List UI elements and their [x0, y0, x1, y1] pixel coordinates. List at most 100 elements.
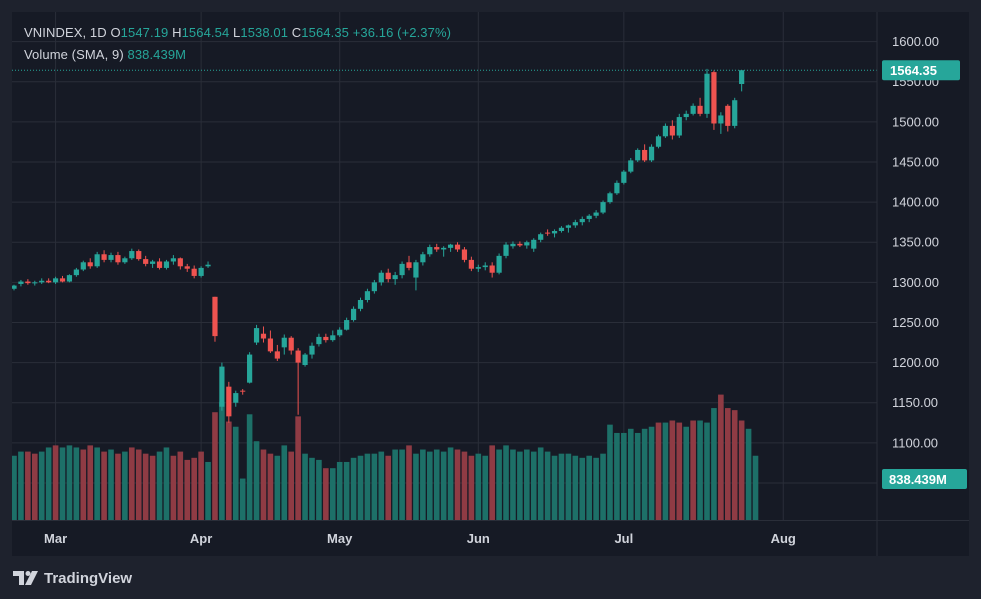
candle-body	[434, 247, 440, 250]
volume-bar	[25, 451, 31, 520]
candle-body	[73, 269, 79, 276]
volume-bar	[544, 451, 551, 520]
volume-bar	[440, 451, 447, 520]
volume-bar	[468, 455, 475, 520]
candle-body	[739, 70, 745, 85]
candle-body	[392, 275, 398, 280]
volume-bar	[627, 428, 634, 520]
volume-bar	[731, 410, 738, 520]
open-value: 1547.19	[120, 25, 169, 40]
volume-bar	[212, 412, 218, 520]
volume-bar	[634, 432, 641, 520]
candle-body	[545, 232, 551, 234]
volume-bar	[219, 401, 225, 520]
candle-body	[52, 278, 59, 283]
candle-body	[697, 105, 703, 114]
volume-bar	[156, 451, 163, 520]
candle-body	[323, 336, 329, 341]
volume-bar	[724, 408, 731, 520]
y-tick-label: 1200.00	[892, 355, 939, 370]
volume-bar	[336, 461, 343, 520]
candle-body	[233, 393, 239, 403]
volume-bar	[482, 455, 489, 520]
volume-bar	[496, 449, 502, 520]
candle-body	[468, 259, 474, 269]
volume-bar	[669, 420, 676, 520]
candle-body	[350, 308, 357, 321]
candle-body	[371, 282, 377, 292]
candle-body	[136, 251, 142, 260]
candle-body	[538, 234, 544, 240]
candle-body	[66, 275, 73, 282]
candle-body	[101, 254, 107, 260]
candle-body	[281, 337, 287, 348]
volume-bar	[350, 457, 357, 520]
volume-bar	[718, 394, 724, 520]
volume-bar	[267, 453, 274, 520]
volume-bar	[475, 453, 482, 520]
candle-body	[676, 117, 682, 136]
candle-body	[295, 350, 301, 363]
candle-body	[531, 239, 537, 249]
close-value: 1564.35	[301, 25, 349, 40]
candle-body	[406, 262, 412, 268]
volume-bar	[59, 447, 66, 520]
candle-body	[337, 329, 343, 336]
candle-body	[475, 267, 481, 269]
candle-body	[489, 265, 495, 273]
chart-panel[interactable]: 1600.00 1550.00 1500.00 1450.00 1400.00 1350.…	[12, 12, 969, 556]
volume-bar	[274, 455, 281, 520]
y-tick-label: 1400.00	[892, 195, 939, 210]
volume-bar	[135, 449, 142, 520]
candle-body	[212, 296, 218, 337]
candle-body	[593, 212, 599, 216]
close-label: C	[291, 25, 302, 40]
volume-bar	[73, 447, 80, 520]
volume-bar	[295, 416, 301, 520]
y-tick-label: 1100.00	[892, 435, 938, 450]
volume-label[interactable]: Volume (SMA, 9)	[24, 47, 124, 62]
candle-body	[32, 282, 38, 284]
tradingview-logo[interactable]: TradingView	[13, 568, 132, 588]
volume-bar	[232, 426, 239, 520]
candle-body	[122, 258, 128, 263]
symbol-label[interactable]: VNINDEX, 1D	[24, 25, 107, 40]
candlestick-chart[interactable]: 1600.001550.001500.001450.001400.001350.…	[12, 12, 969, 556]
low-value: 1538.01	[240, 25, 289, 40]
candle-body	[240, 390, 246, 392]
candle-body	[572, 222, 578, 226]
candle-body	[18, 281, 24, 284]
candle-body	[621, 171, 627, 183]
candle-body	[364, 291, 371, 301]
candle-body	[143, 259, 149, 264]
candle-body	[378, 272, 384, 283]
volume-bar	[600, 453, 606, 520]
candle-body	[614, 182, 620, 194]
volume-bar	[621, 432, 627, 520]
volume-bar	[745, 428, 752, 520]
candle-body	[46, 280, 52, 283]
last-volume-label: 838.439M	[889, 472, 947, 487]
volume-bar	[392, 449, 398, 520]
candle-body	[711, 72, 717, 124]
volume-bar	[530, 451, 537, 520]
volume-bar	[385, 455, 392, 520]
volume-bar	[641, 428, 648, 520]
candle-body	[226, 386, 232, 417]
volume-bar	[18, 451, 24, 520]
volume-bar	[551, 455, 558, 520]
candle-body	[565, 225, 571, 228]
candle-body	[25, 281, 31, 284]
candle-body	[461, 249, 468, 260]
volume-bar	[413, 453, 419, 520]
candles	[12, 68, 745, 423]
volume-bar	[38, 451, 45, 520]
volume-bar	[12, 455, 17, 520]
volume-bar	[184, 459, 191, 520]
candle-body	[191, 268, 197, 276]
volume-bar	[66, 445, 73, 520]
volume-bar	[239, 478, 246, 520]
volume-bar	[420, 449, 426, 520]
grid-lines	[12, 12, 877, 520]
volume-bar	[711, 408, 717, 520]
